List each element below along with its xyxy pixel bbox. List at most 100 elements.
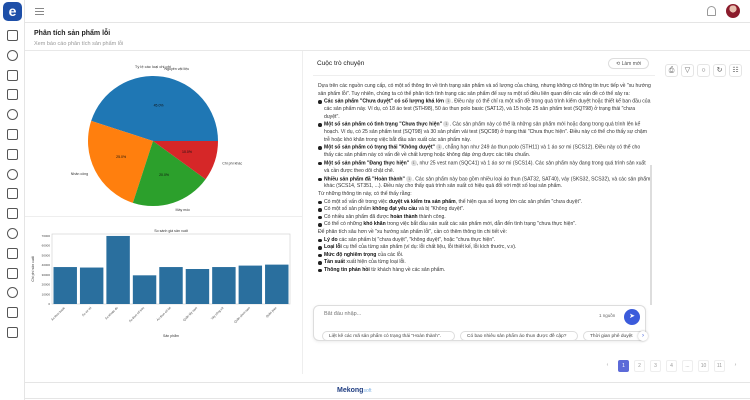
suggestion-chip[interactable]: Liệt kê các mã sản phẩm có trạng thái "H…: [322, 331, 455, 341]
list-item-bold: Các sản phẩm "Chưa duyệt" có số lượng kh…: [324, 98, 444, 105]
list-item-text: , chẳng hạn như 249 áo thun polo (STH11)…: [324, 144, 641, 159]
list-icon[interactable]: [7, 148, 18, 160]
clipboard-icon[interactable]: [7, 109, 18, 121]
print-icon[interactable]: ⎙: [665, 64, 678, 77]
list-item-text: cụ thể của từng sản phẩm (ví dụ: lỗi chấ…: [341, 244, 517, 251]
menu-icon[interactable]: [35, 8, 44, 17]
user-switch-icon[interactable]: [7, 188, 18, 200]
settings-sliders-icon[interactable]: ☷: [729, 64, 742, 77]
list-item-bold: Một số sản phẩm có tình trạng "Chưa thực…: [324, 121, 443, 128]
list-item-bold: khó khăn: [363, 221, 386, 228]
y-axis-label: Chi phí sản xuất: [31, 256, 35, 281]
briefcase-icon[interactable]: [7, 49, 18, 61]
x-tick-label: Quần jean: [265, 306, 278, 319]
list-item: Một số sản phẩm có tình trạng "Chưa thực…: [318, 121, 651, 144]
brand-logo: Mekongsoft: [337, 387, 372, 394]
page-button[interactable]: 4: [666, 360, 677, 372]
list-item-bold: Một số sản phẩm "Đang thực hiện": [324, 160, 410, 167]
suggestions-next-button[interactable]: ›: [638, 331, 648, 341]
y-tick-label: 50000: [42, 253, 51, 257]
report-icon[interactable]: [7, 307, 18, 319]
trend-icon[interactable]: [7, 327, 18, 338]
send-button[interactable]: ➤: [624, 309, 640, 325]
citation-badge[interactable]: 1: [436, 144, 443, 151]
dashboard-icon[interactable]: [7, 287, 18, 299]
reload-icon[interactable]: ↻: [713, 64, 726, 77]
citation-badge[interactable]: 1: [445, 98, 452, 105]
list-item: Loại lỗi cụ thể của từng sản phẩm (ví dụ…: [318, 244, 651, 252]
y-tick-label: 30000: [42, 273, 51, 277]
pie-chart: Tỷ lệ các loại chi phí 45.0% Nguyên vật li…: [71, 64, 243, 212]
settings-icon[interactable]: [7, 30, 18, 41]
shield-icon[interactable]: [7, 168, 18, 180]
bar: [79, 267, 104, 304]
page-button[interactable]: 1: [618, 360, 629, 372]
list-item-text: . Điều này có thể chỉ ra một vấn đề tron…: [324, 98, 651, 120]
layout-icon[interactable]: [7, 247, 18, 259]
y-tick-label: 0: [48, 302, 50, 306]
refresh-button[interactable]: ⟲ Làm mới: [608, 58, 650, 69]
notification-bell-icon[interactable]: [707, 6, 716, 16]
divider: [25, 216, 302, 217]
list-item-bold: hoàn thành: [390, 213, 418, 220]
page-button[interactable]: ...: [682, 360, 693, 372]
app-logo[interactable]: e: [3, 2, 22, 21]
pie-value-label: 10.0%: [182, 150, 192, 154]
bell-icon[interactable]: [7, 129, 18, 140]
divider: [25, 50, 750, 51]
checklist-icon[interactable]: [7, 228, 18, 239]
list-item-bold: Nhiều sản phẩm đã "Hoàn thành": [324, 175, 405, 182]
list-item-bold: Tần suất: [324, 259, 345, 266]
list-item-text: Có thể có những: [324, 221, 364, 228]
refresh-label: Làm mới: [621, 61, 642, 67]
list-item: Nhiều sản phẩm đã "Hoàn thành" 1. Các sả…: [318, 175, 651, 192]
citation-badge[interactable]: 1: [410, 159, 417, 166]
circle-icon[interactable]: ○: [697, 64, 710, 77]
bar: [265, 264, 289, 304]
x-tick-label: Áo khoác dù: [104, 306, 119, 321]
avatar[interactable]: [726, 4, 740, 18]
citation-badge[interactable]: 1: [443, 121, 450, 128]
list-item-bold: Thông tin phản hồi: [324, 266, 370, 273]
pie-label: Nhân công: [71, 172, 88, 176]
pie-slice: [91, 75, 218, 141]
source-count[interactable]: 1 nguồn: [599, 313, 616, 318]
page-button[interactable]: 2: [634, 360, 645, 372]
suggestion-chip[interactable]: Thời gian phê duyệt: [583, 331, 645, 341]
pie-label: Máy móc: [175, 208, 190, 212]
message-intro: Dựa trên các nguồn cung cấp, có một số t…: [318, 83, 651, 97]
message-more: Để phân tích sâu hơn về "xu hướng sản ph…: [318, 229, 507, 235]
pie-value-label: 45.0%: [154, 104, 164, 108]
chat-scrollbar[interactable]: [650, 165, 652, 305]
footer: Mekongsoft: [25, 382, 750, 399]
pie-label: Chi phí khác: [222, 161, 242, 165]
x-tick-label: Quần short nam: [233, 306, 251, 324]
list-item: Có nhiều sản phẩm đã được hoàn thành thà…: [318, 214, 651, 222]
suggestion-chip[interactable]: Có bao nhiêu sản phẩm áo thun được đề cậ…: [460, 331, 578, 341]
page-button[interactable]: 3: [650, 360, 661, 372]
y-tick-label: 70000: [42, 234, 51, 238]
pie-icon[interactable]: [7, 208, 18, 220]
next-page-button[interactable]: ›: [734, 362, 737, 368]
pie-value-label: 25.0%: [116, 155, 126, 159]
chat-input[interactable]: [324, 311, 544, 317]
home-icon[interactable]: [7, 89, 18, 101]
page-button[interactable]: 10: [698, 360, 709, 372]
citation-badge[interactable]: 1: [406, 175, 413, 182]
x-tick-label: Áo sơ mi: [81, 306, 93, 318]
group-icon[interactable]: [7, 267, 18, 279]
bar-chart: So sánh giá sản xuất 0 10000 20000 30000 4000…: [31, 229, 291, 338]
list-item-text: , thể hiện qua số lượng lớn các sản phẩm…: [455, 198, 583, 205]
pie-slice: [153, 141, 218, 180]
list-item-text: xuất hiện của từng loại lỗi.: [344, 259, 406, 266]
chart-icon[interactable]: [7, 69, 18, 81]
filter-icon[interactable]: ▽: [681, 64, 694, 77]
bar: [159, 267, 183, 304]
prev-page-button[interactable]: ‹: [606, 362, 609, 368]
list-item-bold: Một số sản phẩm có trạng thái "Không duy…: [324, 144, 435, 151]
x-tick-label: Áo thun cổ tròn: [128, 306, 145, 323]
page-button[interactable]: 11: [714, 360, 725, 372]
charts-panel: Tỷ lệ các loại chi phí 45.0% Nguyên vật li…: [25, 51, 303, 374]
sidebar: e: [0, 0, 25, 400]
chat-input-box: 1 nguồn ➤ Liệt kê các mã sản phẩm có trạ…: [313, 305, 648, 341]
